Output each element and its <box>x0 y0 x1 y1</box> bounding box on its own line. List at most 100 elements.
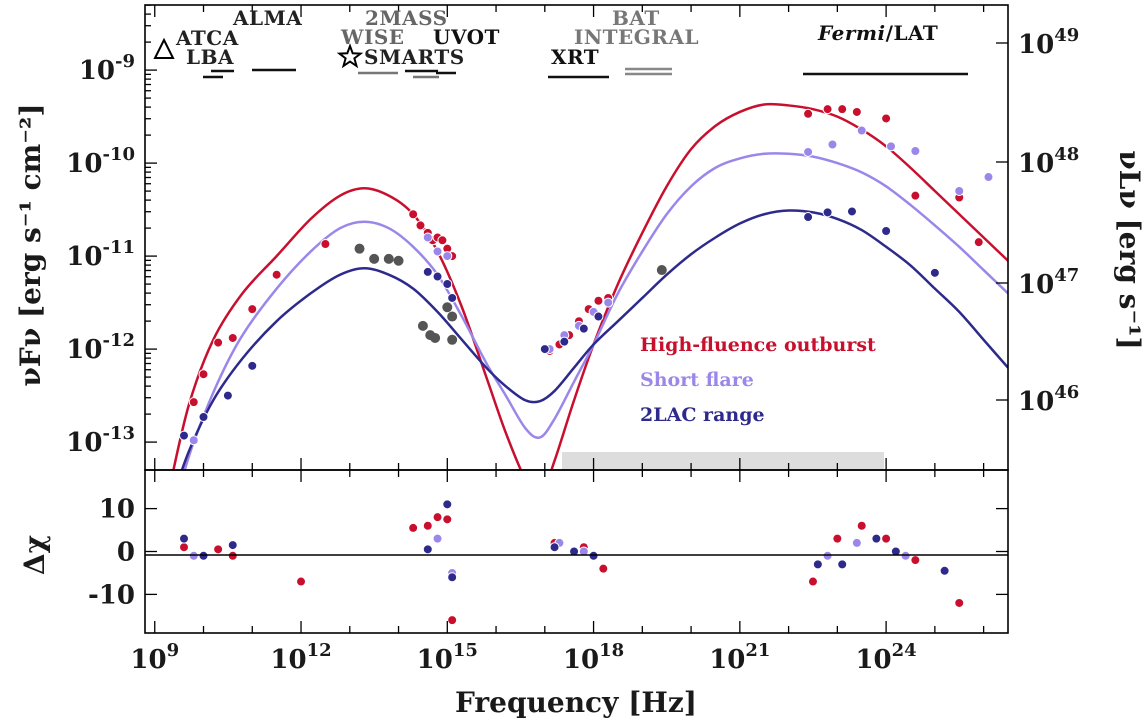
data-point <box>822 104 833 115</box>
residual-point <box>447 572 458 583</box>
model-curve-1 <box>183 152 1008 470</box>
x-tick-label: 1015 <box>417 640 478 675</box>
data-point <box>803 108 814 119</box>
data-point <box>656 265 667 276</box>
x-tick-label: 1018 <box>563 640 624 675</box>
residual-point <box>910 555 921 566</box>
data-point <box>437 235 448 246</box>
data-point <box>442 279 453 289</box>
data-point <box>430 332 441 343</box>
data-point <box>954 186 965 196</box>
residual-point <box>198 550 209 561</box>
data-point <box>198 411 209 422</box>
residual-point <box>549 542 560 553</box>
data-point <box>415 220 426 231</box>
data-point <box>188 397 199 408</box>
residual-point <box>179 542 190 553</box>
data-point <box>198 369 209 380</box>
data-point <box>983 172 994 183</box>
y-tick-label: 10-13 <box>66 423 135 458</box>
data-point <box>271 269 282 280</box>
data-point <box>432 271 443 282</box>
instrument-bars <box>203 67 968 79</box>
label-uvot: UVOT <box>433 25 500 49</box>
data-point <box>247 360 258 371</box>
data-point <box>188 435 199 446</box>
data-point <box>179 430 190 441</box>
data-point <box>593 295 604 306</box>
data-point <box>910 146 921 157</box>
residual-point <box>812 559 823 570</box>
residual-point <box>213 544 224 555</box>
shaded-band <box>562 452 884 470</box>
residual-point <box>939 565 950 576</box>
residual-point <box>588 550 599 561</box>
data-point <box>559 336 570 347</box>
residual-point <box>871 533 882 544</box>
residual-point <box>188 550 199 561</box>
data-point <box>856 125 867 136</box>
residual-tick-label: 10 <box>99 495 135 525</box>
residual-point <box>227 540 238 551</box>
data-point <box>213 337 224 348</box>
data-point <box>929 267 940 278</box>
right-tick-label: 1048 <box>1018 144 1079 179</box>
data-point <box>369 253 380 264</box>
right-tick-label: 1047 <box>1018 265 1079 300</box>
label-smarts: SMARTS <box>364 45 465 69</box>
y-axis-label-left: νFν [erg s⁻¹ cm⁻²] <box>14 103 47 386</box>
data-point <box>837 104 848 115</box>
label-bat: BAT <box>612 6 660 30</box>
label-alma: ALMA <box>232 6 302 30</box>
x-tick-label: 1012 <box>270 640 331 675</box>
residual-point <box>856 520 867 531</box>
data-point <box>227 332 238 343</box>
x-tick-label: 1024 <box>855 640 916 675</box>
residual-point <box>954 597 965 608</box>
y-tick-label: 10-9 <box>79 51 135 86</box>
residual-point <box>227 550 238 561</box>
label-atca: ATCA <box>175 26 239 50</box>
data-point <box>881 225 892 236</box>
data-point <box>578 323 589 334</box>
data-point <box>539 344 550 355</box>
x-tick-label: 1021 <box>709 640 770 675</box>
residual-point <box>837 559 848 570</box>
residual-point <box>900 550 911 561</box>
data-point <box>881 113 892 124</box>
residual-point <box>578 546 589 557</box>
label-xrt: XRT <box>551 45 599 69</box>
data-point <box>247 304 258 315</box>
data-point <box>885 141 896 152</box>
data-point <box>973 237 984 248</box>
legend-high-fluence: High-fluence outburst <box>640 334 876 356</box>
y-axis-label-right: νLν [erg s⁻¹] <box>1113 150 1146 350</box>
data-point <box>422 232 433 243</box>
label-2mass: 2MASS <box>365 6 448 30</box>
residual-point <box>822 550 833 561</box>
residual-point <box>807 576 818 587</box>
right-tick-label: 1046 <box>1018 382 1079 417</box>
data-point <box>442 251 453 262</box>
data-point <box>222 390 233 401</box>
residual-point <box>422 520 433 531</box>
data-point <box>593 311 604 322</box>
data-point <box>803 146 814 157</box>
residual-point <box>432 512 443 523</box>
residual-tick-label: 0 <box>117 538 135 568</box>
model-curve-0 <box>172 102 1008 470</box>
label-lba: LBA <box>186 45 234 69</box>
residual-point <box>851 537 862 548</box>
residual-tick-label: -10 <box>88 580 135 610</box>
data-point <box>851 106 862 117</box>
x-tick-label: 109 <box>130 640 179 675</box>
residual-point <box>598 563 609 574</box>
smarts-star-icon <box>336 43 364 69</box>
label-integral: INTEGRAL <box>574 25 699 49</box>
legend-short-flare: Short flare <box>640 369 754 391</box>
atca-triangle-icon <box>153 37 175 59</box>
right-tick-label: 1049 <box>1018 25 1079 60</box>
data-point <box>910 190 921 201</box>
data-point <box>393 255 404 266</box>
